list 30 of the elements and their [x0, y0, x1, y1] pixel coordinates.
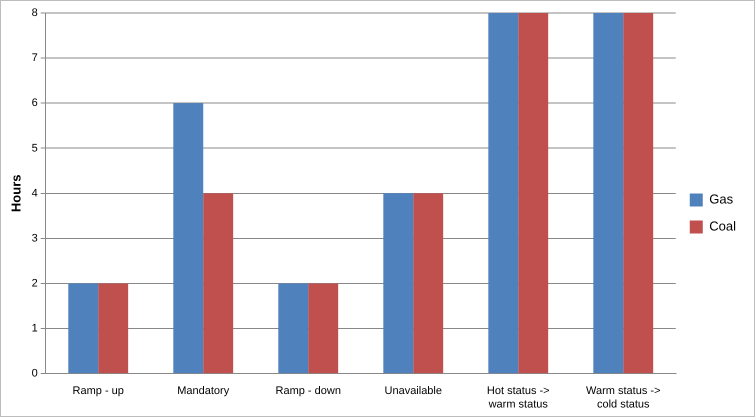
x-tick-label: Warm status -> cold status	[586, 385, 660, 410]
y-tick-label: 5	[32, 142, 38, 154]
bar	[623, 13, 654, 374]
bar	[488, 13, 518, 374]
y-tick-label: 0	[32, 368, 38, 380]
y-tick-label: 8	[32, 7, 38, 20]
bar	[383, 193, 414, 374]
bar	[173, 103, 204, 374]
legend-label: Coal	[709, 218, 736, 234]
bar	[68, 283, 98, 374]
bar	[98, 283, 128, 374]
y-tick-label: 1	[32, 322, 38, 335]
y-tick-label: 3	[32, 232, 38, 244]
x-tick-label: Ramp - down	[276, 385, 341, 398]
x-tick-label: Unavailable	[384, 385, 442, 398]
x-tick-label: Mandatory	[177, 385, 230, 398]
y-axis-title: Hours	[8, 174, 24, 212]
y-tick-label: 2	[32, 277, 38, 290]
bar	[203, 193, 234, 374]
x-tick-label: Hot status -> warm status	[486, 385, 550, 410]
y-tick-label: 4	[32, 187, 38, 200]
bar	[308, 283, 338, 374]
legend-label: Gas	[709, 192, 734, 207]
y-tick-label: 6	[32, 97, 38, 110]
bar	[593, 13, 624, 374]
x-tick-label: Ramp - up	[72, 385, 124, 398]
bar	[278, 283, 308, 374]
bar	[413, 193, 444, 374]
y-tick-label: 7	[32, 52, 38, 64]
bar	[518, 13, 548, 374]
